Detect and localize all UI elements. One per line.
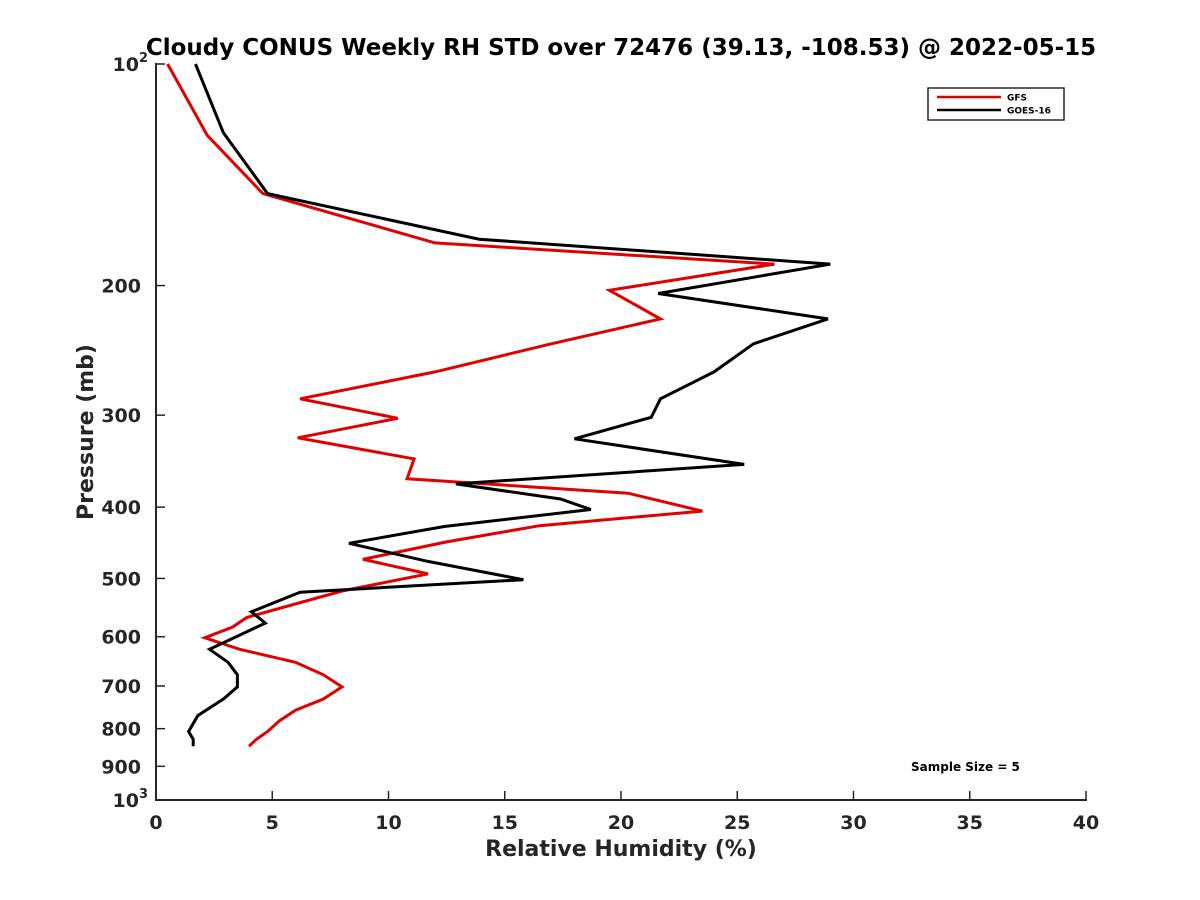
x-tick-label: 35 xyxy=(957,812,983,834)
y-tick-label: 103 xyxy=(113,787,149,812)
x-ticks: 0 5 10 15 20 25 30 35 40 xyxy=(149,791,1099,834)
y-ticks: 102 200 300 400 500 600 700 800 900 103 xyxy=(101,51,165,812)
series-layer xyxy=(166,63,831,748)
x-tick-label: 20 xyxy=(608,812,634,834)
legend-label-goes16: GOES-16 xyxy=(1007,107,1051,117)
sample-size-annotation: Sample Size = 5 xyxy=(911,760,1020,774)
x-tick-label: 15 xyxy=(492,812,518,834)
x-axis-label: Relative Humidity (%) xyxy=(485,837,757,862)
x-tick-label: 10 xyxy=(375,812,401,834)
y-tick-label: 102 xyxy=(113,51,149,76)
series-line-gfs xyxy=(166,63,775,748)
y-tick-label: 600 xyxy=(101,627,141,649)
x-tick-label: 25 xyxy=(724,812,750,834)
plot-area xyxy=(156,64,1086,800)
x-tick-label: 30 xyxy=(840,812,866,834)
chart-title: Cloudy CONUS Weekly RH STD over 72476 (3… xyxy=(146,35,1096,61)
y-tick-label: 700 xyxy=(101,676,141,698)
legend: GFS GOES-16 xyxy=(927,87,1065,121)
y-tick-label: 400 xyxy=(101,497,141,519)
x-tick-label: 0 xyxy=(149,812,162,834)
x-tick-label: 5 xyxy=(266,812,279,834)
x-tick-label: 40 xyxy=(1073,812,1099,834)
y-tick-label: 300 xyxy=(101,405,141,427)
y-tick-label: 900 xyxy=(101,756,141,778)
axes-box xyxy=(156,64,1086,800)
legend-label-gfs: GFS xyxy=(1007,94,1027,104)
y-axis-label: Pressure (mb) xyxy=(74,344,99,520)
series-line-goes16 xyxy=(186,63,831,747)
y-tick-label: 500 xyxy=(101,568,141,590)
y-tick-label: 800 xyxy=(101,719,141,741)
legend-box xyxy=(927,87,1065,121)
y-tick-label: 200 xyxy=(101,276,141,298)
